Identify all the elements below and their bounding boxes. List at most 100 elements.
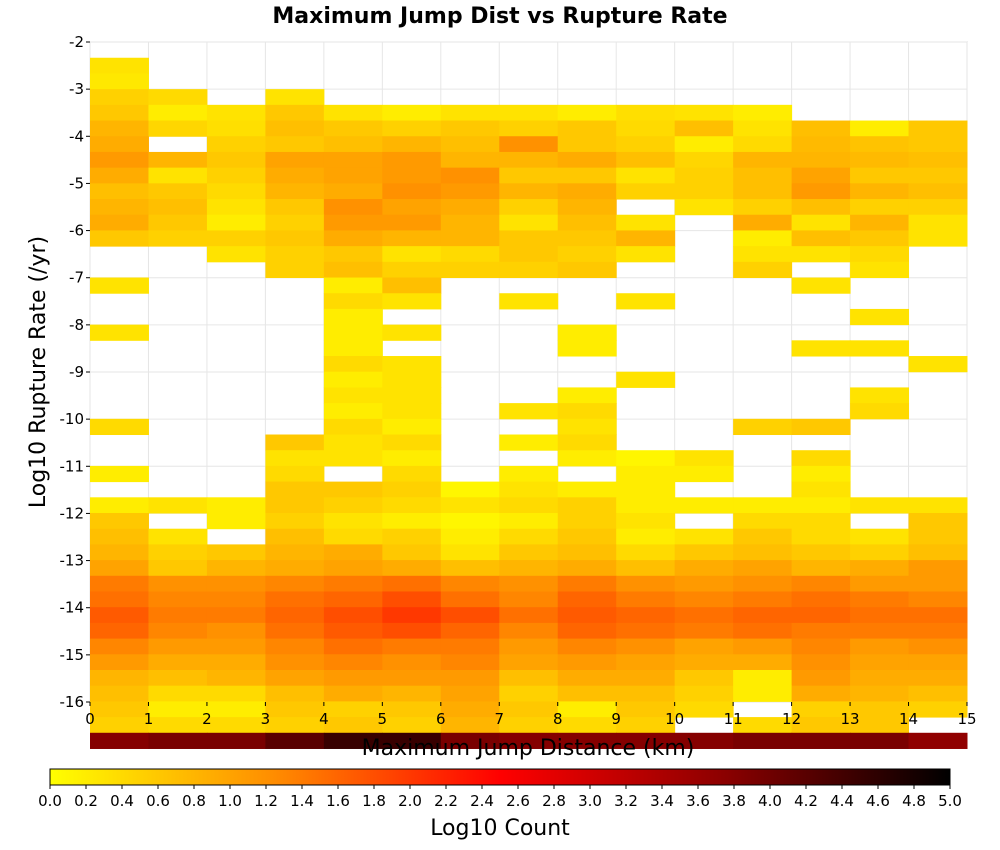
x-tick-label: 9	[611, 710, 621, 728]
heatmap-cell	[557, 607, 617, 624]
heatmap-cell	[850, 544, 910, 561]
x-tick-label: 4	[319, 710, 329, 728]
heatmap-cell	[557, 450, 617, 467]
heatmap-cell	[148, 167, 208, 184]
heatmap-cell	[90, 104, 149, 122]
heatmap-cell	[908, 183, 968, 200]
heatmap-cell	[440, 575, 500, 592]
heatmap-cell	[557, 701, 617, 718]
heatmap-cell	[265, 450, 325, 467]
heatmap-cell	[265, 513, 325, 530]
heatmap-cell	[323, 669, 383, 687]
heatmap-cell	[616, 246, 676, 263]
heatmap-cell	[908, 591, 968, 608]
heatmap-cell	[791, 560, 851, 577]
heatmap-cell	[265, 434, 325, 451]
heatmap-cell	[265, 654, 325, 671]
heatmap-cell	[382, 183, 442, 200]
heatmap-cell	[440, 246, 500, 263]
heatmap-cell	[908, 356, 968, 373]
heatmap-cell	[850, 308, 910, 326]
heatmap-cell	[90, 528, 149, 545]
heatmap-cell	[674, 638, 734, 655]
heatmap-cell	[499, 717, 559, 734]
heatmap-cell	[323, 450, 383, 467]
heatmap-cell	[440, 199, 500, 216]
heatmap-cell	[90, 73, 149, 90]
heatmap-cell	[850, 340, 910, 357]
heatmap-cell	[382, 465, 442, 483]
heatmap-cell	[265, 717, 325, 734]
heatmap-cell	[557, 575, 617, 592]
heatmap-cell	[90, 669, 149, 687]
heatmap-cell	[557, 497, 617, 514]
heatmap-cell	[674, 654, 734, 671]
heatmap-cell	[499, 701, 559, 718]
heatmap-cell	[908, 497, 968, 514]
heatmap-cell	[908, 120, 968, 137]
heatmap-cell	[791, 136, 851, 153]
heatmap-cell	[323, 403, 383, 420]
heatmap-cell	[850, 261, 910, 279]
heatmap-cell	[440, 497, 500, 514]
heatmap-cell	[206, 607, 266, 624]
heatmap-cell	[499, 497, 559, 514]
x-tick-label: 0	[85, 710, 95, 728]
heatmap-cell	[206, 151, 266, 169]
heatmap-cell	[674, 622, 734, 640]
colorbar-tick-label: 2.8	[542, 792, 566, 810]
y-tick-label: -12	[60, 504, 85, 522]
colorbar-tick-label: 3.2	[614, 792, 638, 810]
heatmap-cell	[616, 654, 676, 671]
heatmap-cell	[616, 685, 676, 702]
heatmap-cell	[382, 513, 442, 530]
heatmap-cell	[265, 230, 325, 247]
heatmap-cell	[850, 685, 910, 702]
heatmap-cell	[382, 324, 442, 341]
heatmap-cells	[90, 57, 968, 749]
heatmap-cell	[674, 607, 734, 624]
heatmap-cell	[148, 654, 208, 671]
heatmap-cell	[265, 685, 325, 702]
heatmap-cell	[323, 717, 383, 734]
heatmap-cell	[557, 324, 617, 341]
heatmap-cell	[265, 481, 325, 498]
heatmap-cell	[323, 356, 383, 373]
heatmap-cell	[148, 214, 208, 231]
heatmap-cell	[616, 513, 676, 530]
y-tick-label: -3	[69, 80, 84, 98]
heatmap-cell	[323, 622, 383, 640]
heatmap-cell	[382, 246, 442, 263]
heatmap-cell	[557, 199, 617, 216]
heatmap-cell	[323, 246, 383, 263]
heatmap-cell	[733, 544, 793, 561]
heatmap-cell	[440, 638, 500, 655]
heatmap-cell	[499, 199, 559, 216]
colorbar-label: Log10 Count	[430, 816, 570, 841]
x-tick-label: 8	[553, 710, 563, 728]
colorbar-tick-label: 4.4	[830, 792, 854, 810]
heatmap-cell	[733, 199, 793, 216]
heatmap-cell	[323, 136, 383, 153]
colorbar-tick-label: 4.0	[758, 792, 782, 810]
heatmap-cell	[733, 528, 793, 545]
heatmap-cell	[206, 513, 266, 530]
heatmap-cell	[616, 607, 676, 624]
heatmap-cell	[90, 199, 149, 216]
heatmap-cell	[791, 214, 851, 231]
heatmap-cell	[908, 607, 968, 624]
heatmap-cell	[499, 685, 559, 702]
heatmap-cell	[557, 591, 617, 608]
x-tick-label: 7	[494, 710, 504, 728]
heatmap-cell	[382, 575, 442, 592]
heatmap-cell	[850, 607, 910, 624]
heatmap-cell	[265, 560, 325, 577]
heatmap-cell	[323, 387, 383, 404]
heatmap-cell	[616, 183, 676, 200]
heatmap-cell	[323, 340, 383, 357]
colorbar-tick-label: 4.8	[902, 792, 926, 810]
heatmap-cell	[557, 669, 617, 687]
y-tick-label: -14	[60, 599, 85, 617]
heatmap-cell	[499, 293, 559, 310]
heatmap-cell	[674, 497, 734, 514]
